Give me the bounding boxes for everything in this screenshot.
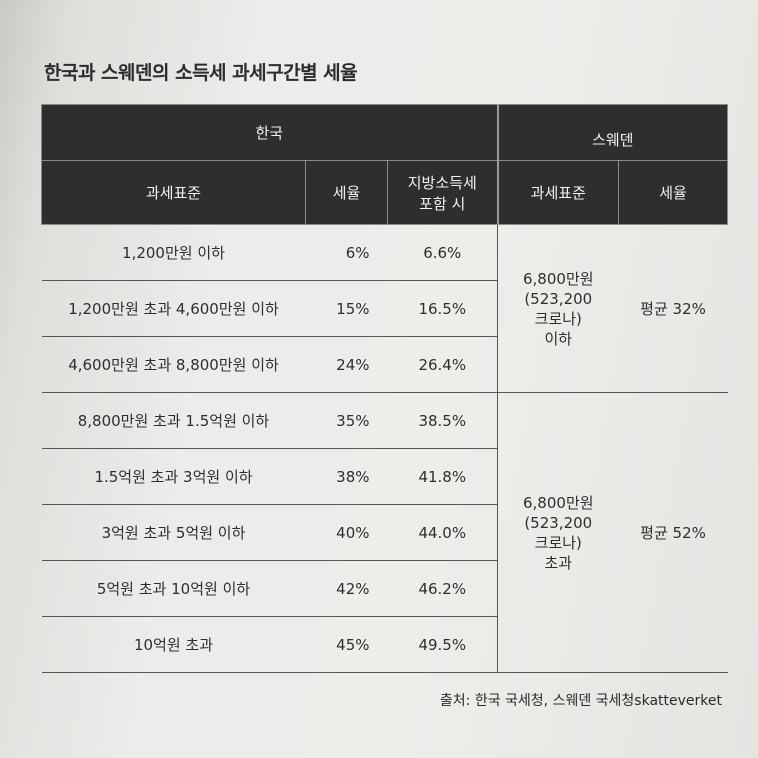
- korea-base: 1,200만원 초과 4,600만원 이하: [41, 280, 306, 337]
- sweden-base-line: (523,200: [524, 513, 593, 532]
- sweden-rate-low: 평균 32%: [618, 224, 728, 393]
- korea-rate: 42%: [305, 560, 388, 617]
- korea-rate: 45%: [305, 616, 388, 673]
- korea-local-rate: 46.2%: [387, 560, 499, 617]
- table-row: 1.5억원 초과 3억원 이하 38% 41.8%: [41, 448, 728, 505]
- sweden-base-line: 크로나): [534, 533, 582, 552]
- korea-rate: 40%: [305, 504, 388, 561]
- table-row: 5억원 초과 10억원 이하 42% 46.2%: [41, 560, 728, 617]
- korea-local-header-line1: 지방소득세: [407, 173, 477, 192]
- korea-rate: 35%: [305, 392, 388, 449]
- sweden-base-low: 6,800만원 (523,200 크로나) 이하: [497, 224, 619, 393]
- sweden-rate-header: 세율: [618, 160, 729, 225]
- korea-rate: 6%: [305, 224, 388, 281]
- table-row: 1,200만원 초과 4,600만원 이하 15% 16.5%: [41, 280, 728, 337]
- korea-base: 5억원 초과 10억원 이하: [41, 560, 306, 617]
- korea-base: 1,200만원 이하: [41, 224, 306, 281]
- sweden-base-line: 6,800만원: [523, 269, 594, 288]
- korea-base-header: 과세표준: [41, 160, 306, 225]
- sweden-base-line: 크로나): [534, 309, 582, 328]
- table-row: 8,800만원 초과 1.5억원 이하 35% 38.5% 6,800만원 (5…: [41, 392, 728, 673]
- tax-rate-table: 한국 스웨덴 과세표준 세율 지방소득세 포함 시 과세표준 세율 1,200만…: [40, 104, 729, 673]
- korea-local-rate: 26.4%: [387, 336, 499, 393]
- table-row: 10억원 초과 45% 49.5%: [41, 616, 728, 673]
- korea-base: 8,800만원 초과 1.5억원 이하: [41, 392, 306, 449]
- korea-local-header-line2: 포함 시: [419, 194, 466, 213]
- table-row: 3억원 초과 5억원 이하 40% 44.0%: [41, 504, 728, 561]
- sweden-base-high: 6,800만원 (523,200 크로나) 초과: [497, 392, 619, 673]
- sweden-base-line: (523,200: [524, 289, 593, 308]
- sweden-rate-high: 평균 52%: [618, 392, 728, 673]
- korea-rate-header: 세율: [305, 160, 388, 225]
- korea-header: 한국: [40, 104, 499, 161]
- sweden-base-header: 과세표준: [497, 160, 620, 225]
- korea-local-rate: 41.8%: [387, 448, 499, 505]
- korea-base: 1.5억원 초과 3억원 이하: [41, 448, 306, 505]
- korea-local-header: 지방소득세 포함 시: [386, 160, 499, 225]
- table-row: 1,200만원 이하 6% 6.6% 6,800만원 (523,200 크로나)…: [41, 224, 728, 393]
- korea-base: 4,600만원 초과 8,800만원 이하: [41, 336, 306, 393]
- korea-local-rate: 6.6%: [387, 224, 499, 281]
- sweden-base-line: 이하: [544, 329, 573, 348]
- korea-base: 10억원 초과: [41, 616, 306, 673]
- korea-local-rate: 44.0%: [387, 504, 499, 561]
- korea-base: 3억원 초과 5억원 이하: [41, 504, 306, 561]
- source-note: 출처: 한국 국세청, 스웨덴 국세청skatteverket: [439, 693, 722, 709]
- page-title: 한국과 스웨덴의 소득세 과세구간별 세율: [44, 62, 358, 84]
- table-row: 4,600만원 초과 8,800만원 이하 24% 26.4%: [41, 336, 728, 393]
- korea-local-rate: 49.5%: [387, 616, 499, 673]
- korea-rate: 15%: [305, 280, 388, 337]
- korea-local-rate: 38.5%: [387, 392, 499, 449]
- sweden-base-line: 6,800만원: [523, 493, 594, 512]
- korea-rate: 38%: [305, 448, 388, 505]
- sweden-header: 스웨덴: [497, 104, 729, 161]
- sweden-base-line: 초과: [544, 553, 573, 572]
- korea-local-rate: 16.5%: [387, 280, 499, 337]
- korea-rate: 24%: [305, 336, 388, 393]
